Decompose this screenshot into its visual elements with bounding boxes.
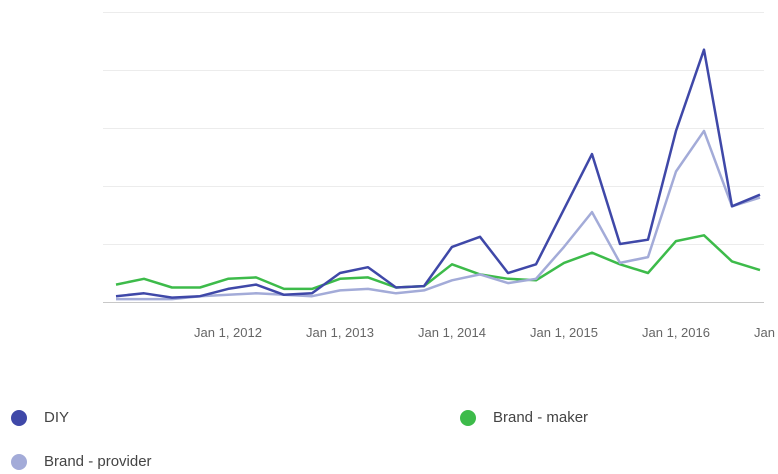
x-tick-label: Jan 1, 2012 xyxy=(194,325,262,340)
legend-label-diy: DIY xyxy=(44,409,70,426)
series-line-diy[interactable] xyxy=(115,48,761,299)
x-tick-label: Jan 1, 2017 xyxy=(754,325,778,340)
chart-gridlines xyxy=(103,12,764,303)
legend-label-brand-maker: Brand - maker xyxy=(493,409,589,426)
series-line-brand-provider[interactable] xyxy=(116,129,761,301)
series-line-brand-maker[interactable] xyxy=(115,234,761,291)
x-axis-tick-labels: Jan 1, 2012 Jan 1, 2013 Jan 1, 2014 Jan 1, … xyxy=(194,325,778,340)
legend-item-brand-maker[interactable]: Brand - maker xyxy=(460,409,588,426)
legend-marker-brand-provider xyxy=(11,453,27,470)
legend-marker-brand-maker xyxy=(460,409,476,426)
x-tick-label: Jan 1, 2016 xyxy=(642,325,710,340)
legend-marker-diy xyxy=(11,409,27,426)
x-tick-label: Jan 1, 2014 xyxy=(418,325,486,340)
legend-label-brand-provider: Brand - provider xyxy=(44,453,152,470)
legend-item-brand-provider[interactable]: Brand - provider xyxy=(11,453,152,470)
legend-item-diy[interactable]: DIY xyxy=(11,409,69,426)
x-tick-label: Jan 1, 2013 xyxy=(306,325,374,340)
chart-series-lines xyxy=(115,48,761,301)
x-tick-label: Jan 1, 2015 xyxy=(530,325,598,340)
